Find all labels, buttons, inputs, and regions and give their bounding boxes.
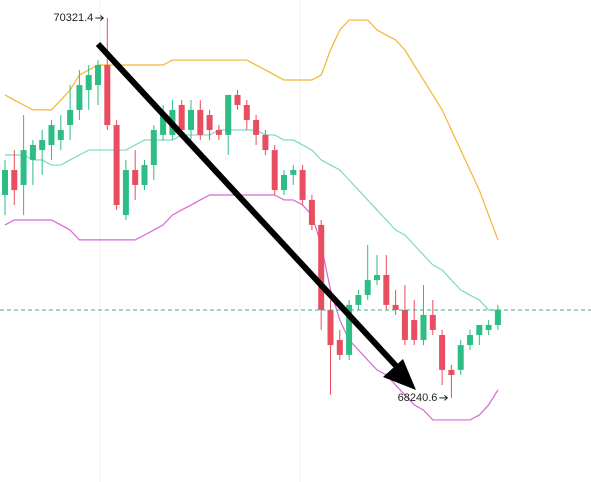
candle-body [364, 280, 371, 296]
candle-body [57, 129, 64, 141]
candle-body [355, 295, 362, 305]
candle-body [327, 310, 334, 346]
bands [4, 19, 499, 421]
candle-body [215, 129, 222, 135]
candle-body [243, 104, 250, 120]
candle-body [76, 85, 83, 110]
label-arrow [439, 395, 449, 401]
candle-body [11, 169, 18, 191]
candle-body [95, 64, 101, 86]
candle-body [308, 199, 315, 225]
candle-body [132, 169, 139, 185]
candle-body [271, 150, 278, 191]
candle-body [122, 169, 129, 216]
band-line [5, 129, 498, 311]
candle-body [429, 314, 436, 330]
candle-body [113, 125, 120, 206]
candle-body [188, 109, 194, 130]
candle-body [494, 310, 501, 325]
candles [0, 18, 591, 398]
trend-arrow-head [383, 359, 416, 390]
candle-body [150, 129, 157, 166]
candle-body [206, 115, 213, 130]
candle-body [20, 150, 27, 185]
candle-body [160, 115, 167, 135]
candle-body [67, 109, 74, 126]
candle-body [39, 140, 46, 151]
band-line [4, 194, 499, 421]
candle-body [141, 165, 148, 185]
low-label: 68240.6 [398, 392, 438, 404]
candle-body [439, 335, 446, 370]
trend-arrow-shaft [95, 41, 401, 371]
band-line [4, 19, 499, 241]
candle-body [104, 64, 111, 126]
candle-body [374, 274, 380, 281]
candle-body [281, 174, 287, 191]
candle-body [346, 304, 353, 355]
label-arrow [95, 15, 105, 21]
candle-body [485, 324, 492, 330]
candle-body [178, 104, 185, 130]
candle-body [476, 324, 483, 336]
candle-body [299, 169, 306, 200]
candle-body [467, 335, 473, 346]
candle-body [253, 119, 260, 135]
candle-body [383, 274, 390, 305]
trend-arrow [95, 41, 416, 390]
high-label: 70321.4 [54, 12, 94, 24]
candle-body [48, 125, 55, 145]
candle-body [2, 169, 8, 195]
candle-body [411, 320, 418, 340]
candle-body [318, 224, 325, 311]
candle-body [197, 109, 204, 135]
candle-body [29, 144, 36, 160]
candle-body [448, 369, 455, 376]
candle-body [401, 310, 408, 340]
candle-body [234, 94, 241, 105]
candle-body [85, 75, 92, 91]
labels: 70321.4 68240.6 [54, 12, 449, 404]
candle-body [225, 94, 232, 135]
candle-body [336, 339, 343, 355]
candle-body [290, 169, 297, 175]
candle-body [392, 304, 399, 311]
candle-body [457, 345, 464, 370]
candle-body [420, 314, 427, 340]
candle-body [262, 134, 269, 151]
